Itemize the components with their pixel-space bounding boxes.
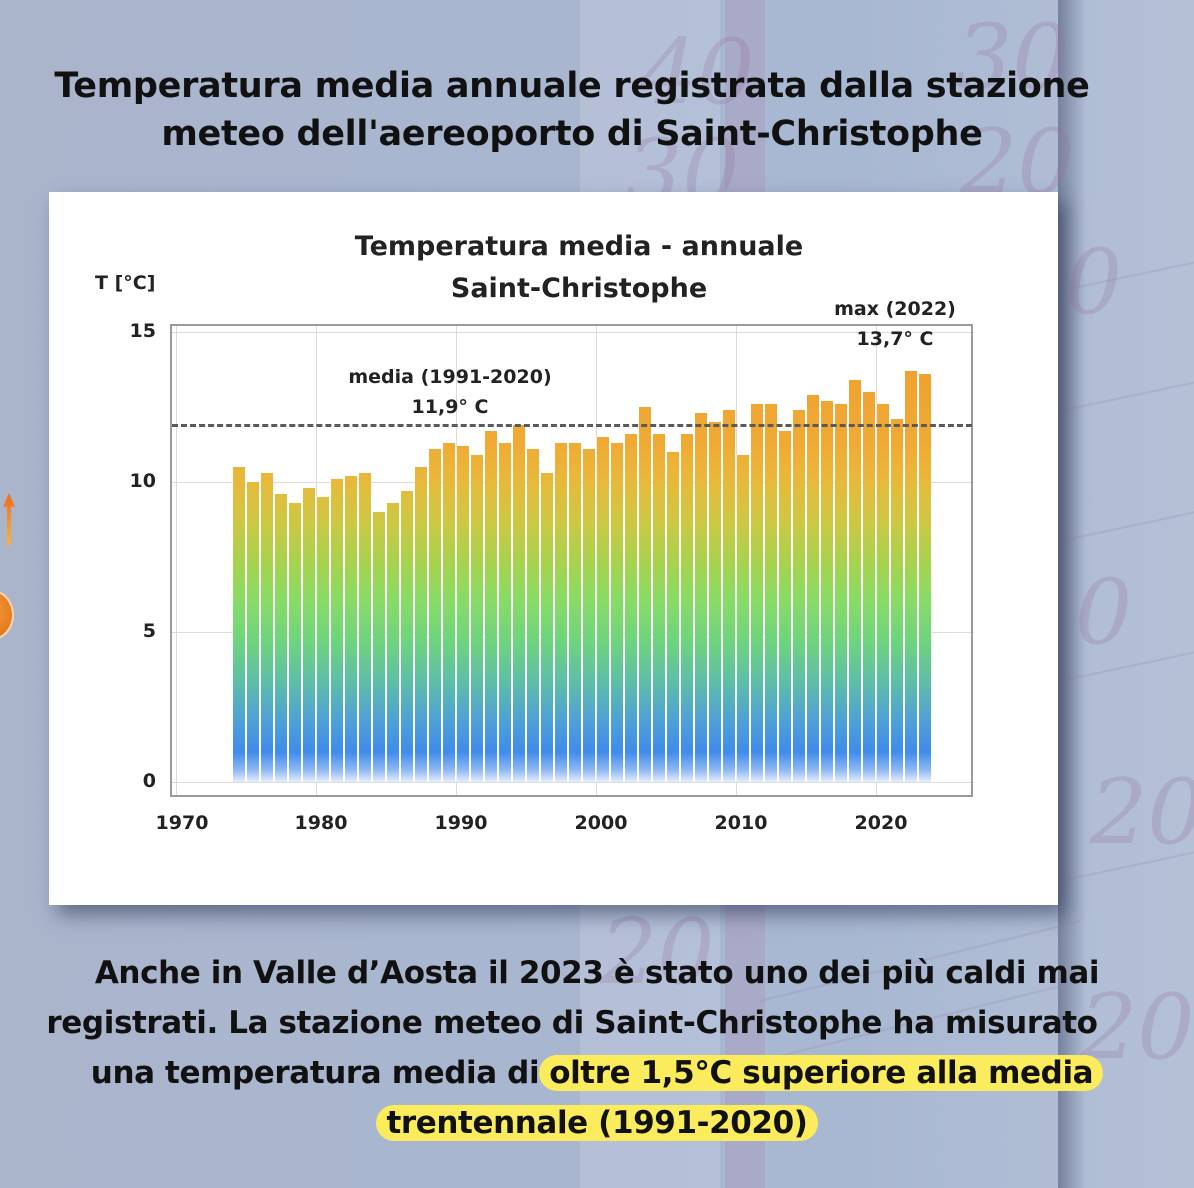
x-tick-1990: 1990 [434, 812, 488, 834]
y-tick-15: 15 [129, 320, 156, 342]
y-tick-0: 0 [142, 770, 156, 792]
bar-1991 [470, 455, 484, 782]
bar-2004 [652, 434, 666, 782]
y-axis-label: T [°C] [95, 272, 156, 294]
bar-2009 [722, 410, 736, 782]
bar-2019 [862, 392, 876, 782]
caption-text: Anche in Valle d’Aosta il 2023 è stato u… [0, 948, 1194, 1148]
mean-reference-line [172, 424, 972, 427]
bar-2002 [624, 434, 638, 782]
bg-scale-number: 0 [1075, 560, 1133, 665]
caption-line-3-plain: una temperatura media di [90, 1055, 540, 1091]
bar-2021 [890, 419, 904, 782]
bar-2022 [904, 371, 918, 782]
x-tick-2000: 2000 [574, 812, 628, 834]
chart-subtitle: Saint-Christophe [450, 273, 708, 304]
bar-1990 [456, 446, 470, 782]
bar-1983 [358, 473, 372, 782]
max-annotation-value: 13,7° C [856, 328, 934, 350]
bar-1975 [246, 482, 260, 782]
y-tick-10: 10 [129, 470, 156, 492]
x-tick-1980: 1980 [294, 812, 348, 834]
x-tick-2020: 2020 [854, 812, 908, 834]
bar-2005 [666, 452, 680, 782]
bar-2003 [638, 407, 652, 782]
grid-line-x1970 [176, 326, 177, 797]
bar-2012 [764, 404, 778, 782]
bar-1989 [442, 443, 456, 782]
max-annotation-label: max (2022) [834, 298, 956, 320]
bar-1992 [484, 431, 498, 782]
up-arrow-icon [3, 493, 15, 545]
bar-1977 [274, 494, 288, 782]
bar-1986 [400, 491, 414, 782]
chart-title-line: Temperatura media - annuale [354, 231, 804, 262]
bg-scale-number: 30 [955, 5, 1070, 110]
card-shadow-band [1058, 0, 1086, 1188]
x-tick-2010: 2010 [714, 812, 768, 834]
bar-1994 [512, 425, 526, 782]
chart-title: Temperatura media - annuale Saint-Christ… [49, 226, 1109, 310]
y-tick-5: 5 [142, 620, 156, 642]
bar-1985 [386, 503, 400, 782]
bg-scale-number: 20 [600, 900, 715, 1005]
bar-1982 [344, 476, 358, 782]
caption-highlight-2: trentennale (1991-2020) [376, 1105, 818, 1141]
bar-2015 [806, 395, 820, 782]
bar-1979 [302, 488, 316, 782]
caption-line-2: registrati. La stazione meteo di Saint-C… [46, 1005, 1098, 1041]
bar-2008 [708, 422, 722, 782]
caption-highlight-1: oltre 1,5°C superiore alla media [539, 1055, 1104, 1091]
mean-annotation-value: 11,9° C [411, 396, 489, 418]
bar-2023 [918, 374, 932, 782]
mean-annotation: media (1991-2020) 11,9° C [300, 362, 600, 422]
mean-annotation-label: media (1991-2020) [348, 366, 552, 388]
bar-1974 [232, 467, 246, 782]
bar-1981 [330, 479, 344, 782]
grid-line-y15 [170, 332, 974, 333]
bar-1980 [316, 497, 330, 782]
bar-2018 [848, 380, 862, 782]
bar-1984 [372, 512, 386, 782]
bar-1976 [260, 473, 274, 782]
plot-area-frame [170, 324, 973, 797]
bar-2017 [834, 404, 848, 782]
bar-2011 [750, 404, 764, 782]
bar-2001 [610, 443, 624, 782]
caption-line-3: una temperatura media di oltre 1,5°C supe… [0, 1048, 1194, 1098]
bar-2020 [876, 404, 890, 782]
bar-2014 [792, 410, 806, 782]
bar-1996 [540, 473, 554, 782]
bar-1978 [288, 503, 302, 782]
caption-line-1: Anche in Valle d’Aosta il 2023 è stato u… [94, 955, 1100, 991]
bar-1998 [568, 443, 582, 782]
max-annotation: max (2022) 13,7° C [795, 294, 995, 354]
bar-2010 [736, 455, 750, 782]
bar-2007 [694, 413, 708, 782]
bar-1997 [554, 443, 568, 782]
bg-scale-number: 40 [640, 20, 755, 125]
bar-1993 [498, 443, 512, 782]
headline-line-2: meteo dell'aereoporto di Saint-Christoph… [161, 114, 983, 154]
bg-scale-number: 0 [1065, 230, 1123, 335]
grid-line-y0 [170, 782, 974, 783]
caption-line-4: trentennale (1991-2020) [0, 1098, 1194, 1148]
bar-2013 [778, 431, 792, 782]
bar-2006 [680, 434, 694, 782]
bar-1999 [582, 449, 596, 782]
page-headline: Temperatura media annuale registrata dal… [0, 62, 1144, 158]
bar-2016 [820, 401, 834, 782]
bar-1995 [526, 449, 540, 782]
bar-2000 [596, 437, 610, 782]
bg-scale-number: 20 [1090, 760, 1194, 865]
headline-line-1: Temperatura media annuale registrata dal… [54, 66, 1090, 106]
x-tick-1970: 1970 [155, 812, 209, 834]
bar-1988 [428, 449, 442, 782]
bar-1987 [414, 467, 428, 782]
